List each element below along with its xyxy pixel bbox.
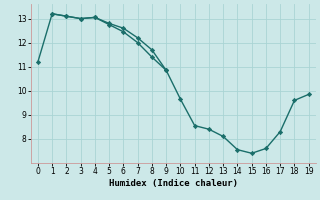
X-axis label: Humidex (Indice chaleur): Humidex (Indice chaleur) (109, 179, 238, 188)
